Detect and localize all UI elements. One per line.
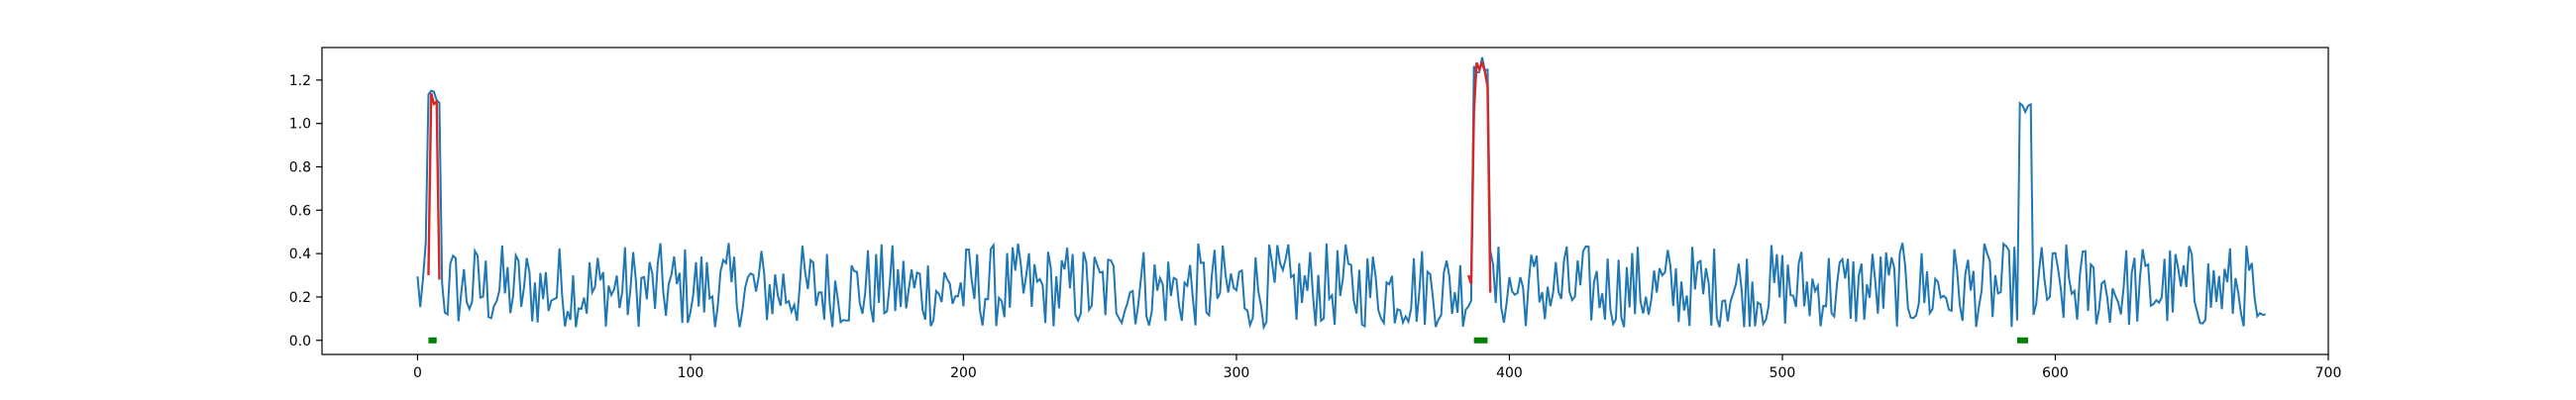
x-tick-label: 200 [950,365,977,381]
y-tick-label: 0.4 [289,247,311,262]
y-tick-label: 0.6 [289,203,311,219]
highlight-segment-0 [427,92,441,280]
x-tick-label: 500 [1770,365,1796,381]
y-tick-label: 0.2 [289,290,311,306]
x-tick-label: 300 [1224,365,1250,381]
plot-layer [416,56,2266,344]
base-signal-line [416,56,2266,331]
y-tick-label: 1.0 [289,117,311,133]
y-tick-label: 0.8 [289,159,311,175]
x-tick-label: 700 [2315,365,2342,381]
x-tick-label: 100 [678,365,704,381]
axis-layer: 0 100 200 300 400 500 600 700 0.0 0.2 0.4 0.6 0.8 1.0… [289,47,2342,381]
highlight-segment-1 [1466,58,1492,293]
y-tick-label: 1.2 [289,73,311,89]
x-tick-label: 400 [1496,365,1523,381]
plot-frame [321,47,2329,355]
x-tick-label: 600 [2042,365,2069,381]
y-tick-label: 0.0 [289,334,311,350]
x-tick-label: 0 [413,365,422,381]
